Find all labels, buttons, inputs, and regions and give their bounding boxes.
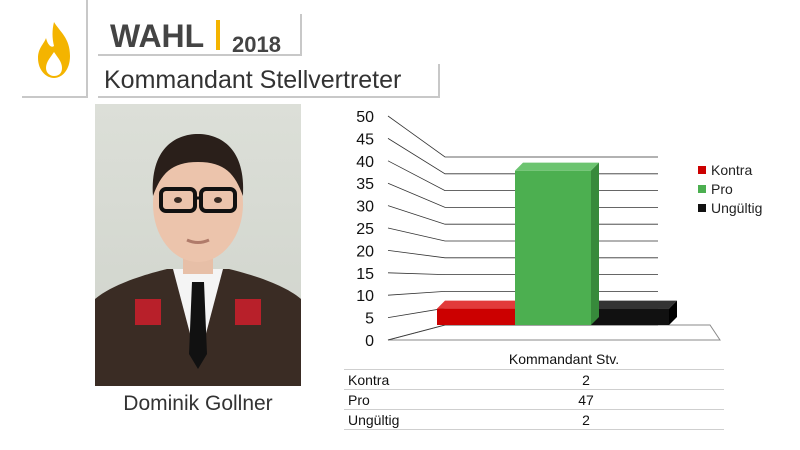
page-title: WAHL [110, 18, 205, 54]
data-table: Kommandant Stv. Kontra 2 Pro 47 Ungültig… [344, 351, 724, 430]
page-subtitle: Kommandant Stellvertreter [104, 66, 402, 94]
y-tick-label: 50 [356, 109, 374, 126]
table-row: Pro 47 [344, 390, 724, 410]
bar-side-pro [591, 162, 599, 325]
table-row-label: Kontra [348, 371, 390, 388]
legend-swatch-kontra [698, 165, 706, 174]
bar-pro [515, 170, 591, 325]
y-tick-label: 0 [365, 333, 374, 350]
title-separator [216, 20, 220, 50]
table-row-value: 47 [578, 391, 594, 408]
y-tick-label: 45 [356, 131, 374, 148]
table-row-value: 2 [582, 371, 590, 388]
gridline [387, 115, 658, 158]
y-tick-label: 5 [365, 311, 374, 328]
table-row: Kontra 2 [344, 369, 724, 390]
bar-top-pro [515, 162, 599, 171]
subtitle-box: Kommandant Stellvertreter [98, 64, 440, 98]
bar-top-kontra [437, 300, 523, 309]
legend-label-pro: Pro [711, 180, 733, 197]
person-name: Dominik Gollner [123, 392, 273, 415]
title-year: 2018 [232, 32, 281, 57]
table-row-value: 2 [582, 411, 590, 428]
y-tick-label: 40 [356, 154, 374, 171]
y-tick-label: 30 [356, 199, 374, 216]
y-tick-label: 10 [356, 288, 374, 305]
gridline [387, 324, 658, 341]
y-tick-label: 25 [356, 221, 374, 238]
legend-swatch-pro [698, 184, 706, 193]
legend-label-ungueltig: Ungültig [711, 199, 763, 216]
y-tick-label: 15 [356, 266, 374, 283]
table-row-label: Pro [348, 391, 370, 408]
y-axis-ticks: 0 5 10 15 20 25 30 35 40 45 50 [356, 109, 374, 350]
y-tick-label: 35 [356, 176, 374, 193]
bar-chart: 0 5 10 15 20 25 30 35 40 45 50 [356, 109, 721, 350]
chart-bars [437, 162, 677, 325]
flame-icon [38, 22, 70, 78]
chart-legend: Kontra Pro Ungültig [698, 160, 762, 217]
table-row-label: Ungültig [348, 411, 400, 428]
legend-label-kontra: Kontra [711, 161, 753, 178]
legend-item-ungueltig: Ungültig [698, 198, 762, 217]
bar-side-ungltig [669, 300, 677, 325]
bar-ungltig [591, 308, 669, 325]
person-photo [95, 104, 301, 386]
bar-top-ungltig [591, 300, 677, 309]
y-tick-label: 20 [356, 243, 374, 260]
legend-item-kontra: Kontra [698, 160, 762, 179]
bar-kontra [437, 308, 515, 325]
table-header: Kommandant Stv. [508, 351, 620, 367]
title-box: WAHL 2018 [98, 14, 302, 57]
table-row: Ungültig 2 [344, 410, 724, 430]
legend-swatch-ungueltig [698, 203, 706, 212]
logo-box [22, 0, 88, 98]
legend-item-pro: Pro [698, 179, 762, 198]
